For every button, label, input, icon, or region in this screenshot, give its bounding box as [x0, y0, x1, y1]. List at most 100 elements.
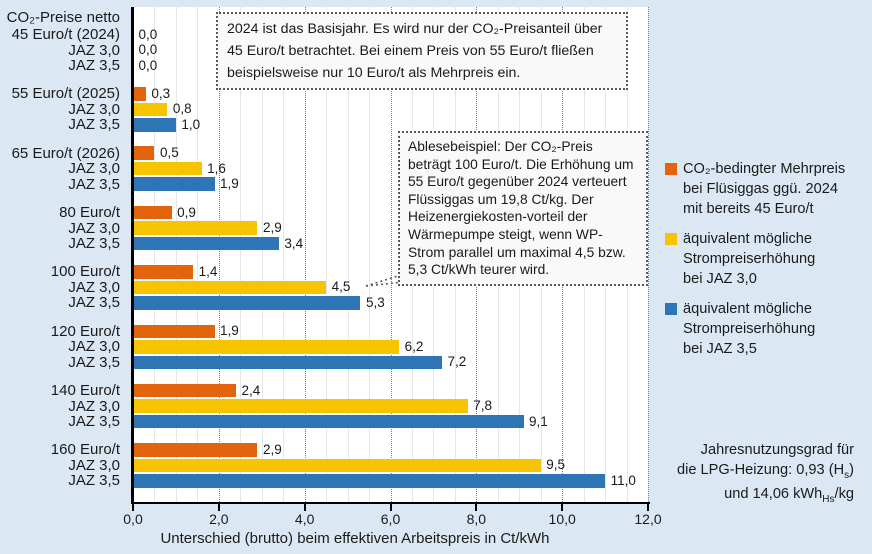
jaz-sublabel: JAZ 3,5 — [68, 175, 120, 193]
x-axis-title: Unterschied (brutto) beim effektiven Arb… — [160, 530, 550, 547]
jaz-sublabel: JAZ 3,5 — [68, 294, 120, 312]
value-label: 9,5 — [546, 457, 565, 473]
x-tick-label: 10,0 — [548, 511, 576, 527]
x-axis-tick — [389, 504, 392, 511]
gridline-minor — [154, 7, 156, 502]
gridline-major — [304, 7, 306, 502]
category-label: 45 Euro/t (2024) — [11, 26, 120, 43]
x-axis-tick — [561, 504, 564, 511]
bar-mehrpreis-fluessiggas — [133, 87, 146, 101]
legend: CO₂-bedingter Mehrpreis bei Flüsiggas ggü… — [665, 159, 870, 369]
x-tick-label: 12,0 — [634, 511, 662, 527]
x-tick-label: 8,0 — [466, 511, 487, 527]
value-label: 0,3 — [151, 85, 171, 101]
category-label: 160 Euro/t — [50, 441, 120, 459]
value-label: 11,0 — [610, 472, 636, 488]
jaz-sublabel: JAZ 3,5 — [68, 57, 120, 74]
jaz-sublabel: JAZ 3,0 — [68, 397, 120, 415]
value-label: 7,2 — [447, 354, 467, 370]
value-label: 0,0 — [138, 26, 158, 42]
gridline-minor — [326, 7, 328, 502]
jaz-sublabel: JAZ 3,0 — [68, 41, 120, 59]
value-label: 5,3 — [365, 294, 385, 310]
category-label: 100 Euro/t — [50, 263, 120, 281]
bar-strompreis-jaz30 — [133, 221, 258, 235]
jaz-sublabel: JAZ 3,0 — [68, 219, 120, 237]
basisjahr-note-box: 2024 ist das Basisjahr. Es wird nur der … — [216, 12, 628, 90]
footnote-line-1: Jahresnutzungsgrad für — [700, 442, 854, 458]
bar-strompreis-jaz35 — [133, 236, 279, 251]
y-axis-heading: CO₂-Preise netto — [6, 9, 120, 26]
bar-strompreis-jaz35 — [133, 355, 442, 369]
gridline-minor — [197, 7, 199, 502]
bar-strompreis-jaz35 — [133, 414, 524, 429]
gridline-minor — [175, 7, 177, 502]
value-label: 3,4 — [284, 235, 304, 251]
legend-swatch-blue — [665, 303, 677, 315]
jaz-sublabel: JAZ 3,5 — [68, 413, 120, 431]
legend-item: CO₂-bedingter Mehrpreis bei Flüsiggas ggü… — [665, 159, 870, 219]
category-label: 65 Euro/t (2026) — [11, 144, 120, 162]
legend-swatch-yellow — [665, 233, 677, 245]
gridline-minor — [261, 7, 263, 502]
value-label: 1,9 — [220, 176, 239, 192]
bar-strompreis-jaz30 — [133, 340, 400, 354]
bar-strompreis-jaz30 — [133, 458, 541, 473]
y-axis-line — [131, 7, 134, 504]
x-axis-tick — [217, 504, 220, 511]
value-label: 0,0 — [138, 42, 158, 57]
category-label: 120 Euro/t — [50, 322, 120, 340]
legend-label: äquivalent mögliche Strompreiserhöhung bei… — [683, 301, 816, 357]
bar-mehrpreis-fluessiggas — [133, 205, 172, 220]
value-label: 1,0 — [181, 116, 201, 132]
footnote-line-2: die LPG-Heizung: 0,93 (Hs) — [677, 461, 854, 481]
x-axis-tick — [475, 504, 478, 511]
value-label: 2,4 — [241, 382, 261, 398]
gridline-minor — [283, 7, 285, 502]
category-label: 140 Euro/t — [50, 382, 120, 400]
x-axis-tick — [647, 504, 649, 511]
bar-strompreis-jaz35 — [133, 118, 176, 132]
jaz-sublabel: JAZ 3,0 — [68, 338, 120, 356]
bar-mehrpreis-fluessiggas — [133, 443, 258, 457]
gridline-minor — [347, 7, 349, 502]
x-axis-tick — [303, 504, 306, 511]
jaz-sublabel: JAZ 3,0 — [68, 160, 120, 178]
gridline-major — [648, 7, 649, 502]
value-label: 0,9 — [177, 204, 196, 220]
jaz-sublabel: JAZ 3,5 — [68, 472, 120, 490]
value-label: 4,5 — [331, 279, 351, 295]
x-tick-label: 6,0 — [380, 511, 401, 527]
legend-item: äquivalent mögliche Strompreiserhöhung bei… — [665, 299, 870, 359]
bar-mehrpreis-fluessiggas — [133, 324, 215, 338]
bar-strompreis-jaz30 — [133, 399, 468, 413]
value-label: 0,8 — [172, 101, 192, 117]
bar-mehrpreis-fluessiggas — [133, 383, 236, 398]
legend-item: äquivalent mögliche Strompreiserhöhung bei… — [665, 229, 870, 289]
value-label: 7,8 — [473, 398, 493, 414]
gridline-major — [390, 7, 392, 502]
legend-label: CO₂-bedingter Mehrpreis bei Flüsiggas ggü… — [683, 161, 846, 217]
bar-strompreis-jaz35 — [133, 474, 606, 488]
gridline-minor — [240, 7, 242, 502]
bar-strompreis-jaz35 — [133, 296, 361, 310]
jaz-sublabel: JAZ 3,0 — [68, 456, 120, 474]
bar-strompreis-jaz30 — [133, 280, 327, 295]
jaz-sublabel: JAZ 3,5 — [68, 116, 120, 134]
x-tick-label: 4,0 — [294, 511, 315, 527]
jaz-sublabel: JAZ 3,0 — [68, 278, 120, 296]
x-axis-tick — [132, 504, 134, 511]
jaz-sublabel: JAZ 3,5 — [68, 353, 120, 371]
bar-mehrpreis-fluessiggas — [133, 265, 194, 279]
gridline-minor — [369, 7, 371, 502]
value-label: 0,0 — [138, 57, 158, 73]
value-label: 1,9 — [220, 323, 239, 339]
x-tick-label: 2,0 — [209, 511, 229, 527]
category-label: 55 Euro/t (2025) — [11, 85, 120, 103]
value-label: 6,2 — [404, 338, 424, 354]
x-tick-label: 0,0 — [123, 511, 143, 527]
value-label: 1,6 — [207, 160, 226, 176]
gridline-major — [218, 7, 220, 502]
value-label: 2,9 — [262, 220, 282, 236]
